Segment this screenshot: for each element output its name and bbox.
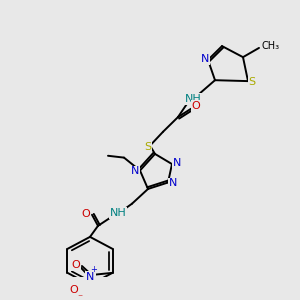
Text: N: N xyxy=(131,167,139,176)
Text: O: O xyxy=(82,209,90,219)
Text: N: N xyxy=(86,272,95,281)
Text: CH₃: CH₃ xyxy=(261,41,279,51)
Text: S: S xyxy=(144,142,152,152)
Text: NH: NH xyxy=(184,94,201,103)
Text: O: O xyxy=(192,101,200,111)
Text: ⁻: ⁻ xyxy=(77,294,82,300)
Text: S: S xyxy=(248,77,256,87)
Text: N: N xyxy=(169,178,177,188)
Text: O: O xyxy=(71,260,80,271)
Text: O: O xyxy=(69,285,78,295)
Text: +: + xyxy=(90,265,97,274)
Text: N: N xyxy=(173,158,181,168)
Text: NH: NH xyxy=(110,208,126,218)
Text: N: N xyxy=(201,54,209,64)
